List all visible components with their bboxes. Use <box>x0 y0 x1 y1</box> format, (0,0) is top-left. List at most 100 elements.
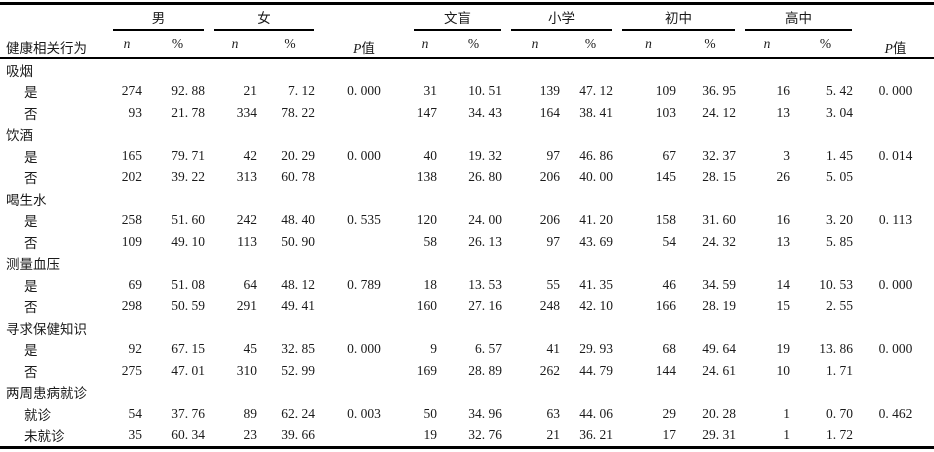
row-label: 是 <box>24 85 38 101</box>
value-cell: 24. 32 <box>702 233 736 249</box>
row-label: 否 <box>24 235 38 251</box>
value-cell: 52. 99 <box>281 362 315 378</box>
value-cell: 13. 86 <box>819 341 853 357</box>
value-cell: 3 <box>783 147 790 163</box>
data-row: 否 298 50. 59 291 49. 41 160 27. 16 248 42. 10 166… <box>0 296 934 318</box>
value-cell: 242 <box>236 212 257 228</box>
value-cell: 50 <box>423 405 438 421</box>
data-row: 否 202 39. 22 313 60. 78 138 26. 80 206 40. 00 145… <box>0 167 934 189</box>
section-title: 饮酒 <box>6 128 33 144</box>
p-value-cell <box>857 425 934 448</box>
value-cell: 41 <box>546 341 561 357</box>
value-cell: 202 <box>121 169 142 185</box>
value-cell: 0. 70 <box>826 405 853 421</box>
value-cell: 103 <box>655 104 676 120</box>
section-row: 喝生水 <box>0 188 934 210</box>
value-cell: 2. 55 <box>826 298 853 314</box>
value-cell: 258 <box>121 212 142 228</box>
row-label: 是 <box>24 343 38 359</box>
p-value-cell <box>857 360 934 382</box>
p-value-cell <box>319 425 409 448</box>
value-cell: 41. 20 <box>579 212 613 228</box>
value-cell: 13. 53 <box>468 276 502 292</box>
value-cell: 62. 24 <box>281 405 315 421</box>
value-cell: 15 <box>776 298 791 314</box>
value-cell: 49. 10 <box>171 233 205 249</box>
subheader-n: n <box>740 31 794 59</box>
value-cell: 9 <box>430 341 437 357</box>
value-cell: 17 <box>662 427 677 443</box>
value-cell: 206 <box>539 212 560 228</box>
value-cell: 54 <box>128 405 143 421</box>
p-word: 值 <box>361 41 375 56</box>
value-cell: 58 <box>423 233 438 249</box>
value-cell: 49. 41 <box>281 298 315 314</box>
value-cell: 1. 72 <box>826 427 853 443</box>
row-label: 否 <box>24 300 38 316</box>
value-cell: 298 <box>121 298 142 314</box>
value-cell: 169 <box>416 362 437 378</box>
stub-header: 健康相关行为 <box>0 3 108 59</box>
value-cell: 10. 53 <box>819 276 853 292</box>
value-cell: 60. 78 <box>281 169 315 185</box>
p-value-cell: 0. 000 <box>878 276 913 292</box>
p-value-cell: 0. 113 <box>878 212 913 228</box>
data-row: 是 92 67. 15 45 32. 85 0. 000 9 6. 57 41 29. 93 68 4… <box>0 339 934 361</box>
p-value-cell <box>319 167 409 189</box>
value-cell: 64 <box>243 276 258 292</box>
group-header-senior-label: 高中 <box>745 7 852 31</box>
data-row: 是 274 92. 88 21 7. 12 0. 000 31 10. 51 139 47. 12… <box>0 81 934 103</box>
value-cell: 6. 57 <box>475 341 502 357</box>
value-cell: 32. 85 <box>281 341 315 357</box>
group-header-male: 男 <box>108 4 209 31</box>
value-cell: 34. 43 <box>468 104 502 120</box>
value-cell: 27. 16 <box>468 298 502 314</box>
value-cell: 46 <box>662 276 677 292</box>
table-body: 吸烟是 274 92. 88 21 7. 12 0. 000 31 10. 51 139 47. … <box>0 58 934 448</box>
p-value-cell: 0. 462 <box>878 405 913 421</box>
header-group-row: 健康相关行为 男 女 P值 文盲 小学 初中 高中 P值 <box>0 3 934 59</box>
value-cell: 36. 21 <box>579 427 613 443</box>
group-header-junior: 初中 <box>617 4 740 31</box>
data-row: 是 258 51. 60 242 48. 40 0. 535 120 24. 00 206 41.… <box>0 210 934 232</box>
value-cell: 10. 51 <box>468 83 502 99</box>
data-row: 否 93 21. 78 334 78. 22 147 34. 43 164 38. 41 103 2… <box>0 102 934 124</box>
value-cell: 5. 42 <box>826 83 853 99</box>
value-cell: 39. 66 <box>281 427 315 443</box>
value-cell: 14 <box>776 276 791 292</box>
value-cell: 40. 00 <box>579 169 613 185</box>
value-cell: 28. 15 <box>702 169 736 185</box>
value-cell: 160 <box>416 298 437 314</box>
row-label: 就诊 <box>24 407 51 423</box>
p-value-cell <box>319 231 409 253</box>
value-cell: 41. 35 <box>579 276 613 292</box>
section-row: 寻求保健知识 <box>0 317 934 339</box>
value-cell: 24. 12 <box>702 104 736 120</box>
group-header-junior-label: 初中 <box>622 7 735 31</box>
value-cell: 23 <box>243 427 258 443</box>
subheader-n: n <box>617 31 680 59</box>
value-cell: 248 <box>539 298 560 314</box>
group-header-illiterate: 文盲 <box>409 4 506 31</box>
value-cell: 69 <box>128 276 143 292</box>
value-cell: 31 <box>423 83 438 99</box>
p-value-cell: 0. 000 <box>347 341 381 357</box>
value-cell: 206 <box>539 169 560 185</box>
data-row: 未就诊 35 60. 34 23 39. 66 19 32. 76 21 36. 21 17 29.… <box>0 425 934 448</box>
value-cell: 1. 71 <box>826 362 853 378</box>
data-row: 就诊 54 37. 76 89 62. 24 0. 003 50 34. 96 63 44. 06… <box>0 403 934 425</box>
group-header-male-label: 男 <box>113 7 204 31</box>
p-value-cell: 0. 014 <box>878 147 913 163</box>
value-cell: 34. 96 <box>468 405 502 421</box>
value-cell: 50. 90 <box>281 233 315 249</box>
p-value-cell <box>857 102 934 124</box>
value-cell: 144 <box>655 362 676 378</box>
value-cell: 42. 10 <box>579 298 613 314</box>
value-cell: 334 <box>236 104 257 120</box>
value-cell: 60. 34 <box>171 427 205 443</box>
row-label: 是 <box>24 278 38 294</box>
value-cell: 48. 40 <box>281 212 315 228</box>
value-cell: 10 <box>776 362 791 378</box>
subheader-n: n <box>409 31 441 59</box>
